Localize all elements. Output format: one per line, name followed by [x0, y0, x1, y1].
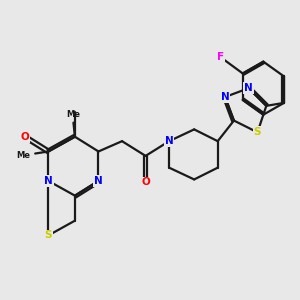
Text: O: O	[141, 177, 150, 188]
Text: N: N	[165, 136, 173, 146]
Text: O: O	[20, 132, 29, 142]
Text: N: N	[44, 176, 53, 186]
Text: Me: Me	[16, 151, 30, 160]
Text: S: S	[45, 230, 52, 240]
Text: N: N	[244, 83, 253, 93]
Text: N: N	[94, 176, 103, 186]
Text: N: N	[221, 92, 230, 102]
Text: F: F	[217, 52, 224, 62]
Text: Me: Me	[66, 110, 80, 119]
Text: S: S	[254, 127, 261, 137]
